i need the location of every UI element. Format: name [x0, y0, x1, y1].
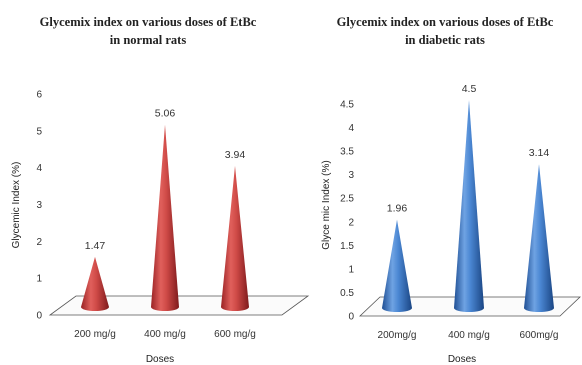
chart-2-data-label-1: 1.96 — [387, 203, 408, 215]
chart-normal-rats: Glycemix index on various doses of EtBc … — [11, 15, 310, 365]
chart-1-category-label-2: 400 mg/g — [144, 329, 186, 340]
chart-2-cone-3 — [524, 164, 554, 312]
chart-1-data-label-2: 5.06 — [155, 108, 176, 120]
chart-2-y-tick: 4 — [348, 123, 354, 134]
chart-1-cone-2 — [151, 124, 179, 311]
chart-2-y-tick: 3 — [348, 170, 354, 181]
chart-1-data-label-1: 1.47 — [85, 240, 106, 252]
chart-2-y-tick: 0.5 — [340, 288, 354, 299]
chart-2-title-line-2: in diabetic rats — [405, 33, 485, 47]
chart-2-data-label-2: 4.5 — [462, 83, 477, 95]
chart-1-category-label-1: 200 mg/g — [74, 329, 116, 340]
chart-2-cone-1 — [382, 219, 412, 312]
chart-2-y-axis-label: Glyce mic Index (%) — [321, 160, 332, 249]
chart-2-category-label-3: 600mg/g — [520, 330, 559, 341]
chart-1-category-label-3: 600 mg/g — [214, 329, 256, 340]
chart-2-y-tick: 3.5 — [340, 147, 354, 158]
chart-diabetic-rats: Glycemix index on various doses of EtBc … — [321, 15, 582, 365]
chart-1-y-tick: 2 — [36, 237, 42, 248]
chart-1-cone-1 — [81, 256, 109, 311]
chart-2-category-label-1: 200mg/g — [378, 330, 417, 341]
chart-1-x-axis-label: Doses — [146, 354, 174, 365]
chart-1-y-tick: 1 — [36, 274, 42, 285]
chart-1-title-line-2: in normal rats — [110, 33, 187, 47]
chart-1-y-tick: 5 — [36, 126, 42, 137]
chart-1-y-axis-label: Glycemic Index (%) — [11, 162, 22, 249]
chart-2-y-tick: 1.5 — [340, 241, 354, 252]
chart-2-data-label-3: 3.14 — [529, 147, 550, 159]
chart-2-title-line-1: Glycemix index on various doses of EtBc — [337, 15, 554, 29]
chart-1-y-tick: 3 — [36, 200, 42, 211]
chart-1-y-tick: 4 — [36, 163, 42, 174]
chart-2-y-tick: 4.5 — [340, 100, 354, 111]
chart-2-cone-2 — [454, 100, 484, 312]
chart-2-y-tick: 1 — [348, 264, 354, 275]
chart-2-y-tick: 2 — [348, 217, 354, 228]
chart-1-y-tick: 0 — [36, 311, 42, 322]
chart-2-x-axis-label: Doses — [448, 354, 476, 365]
chart-2-category-label-2: 400 mg/g — [448, 330, 490, 341]
chart-1-cone-3 — [221, 165, 249, 311]
chart-1-title-line-1: Glycemix index on various doses of EtBc — [40, 15, 257, 29]
chart-2-y-tick: 2.5 — [340, 194, 354, 205]
chart-2-y-tick: 0 — [348, 312, 354, 323]
chart-1-data-label-3: 3.94 — [225, 149, 246, 161]
chart-1-y-tick: 6 — [36, 90, 42, 101]
